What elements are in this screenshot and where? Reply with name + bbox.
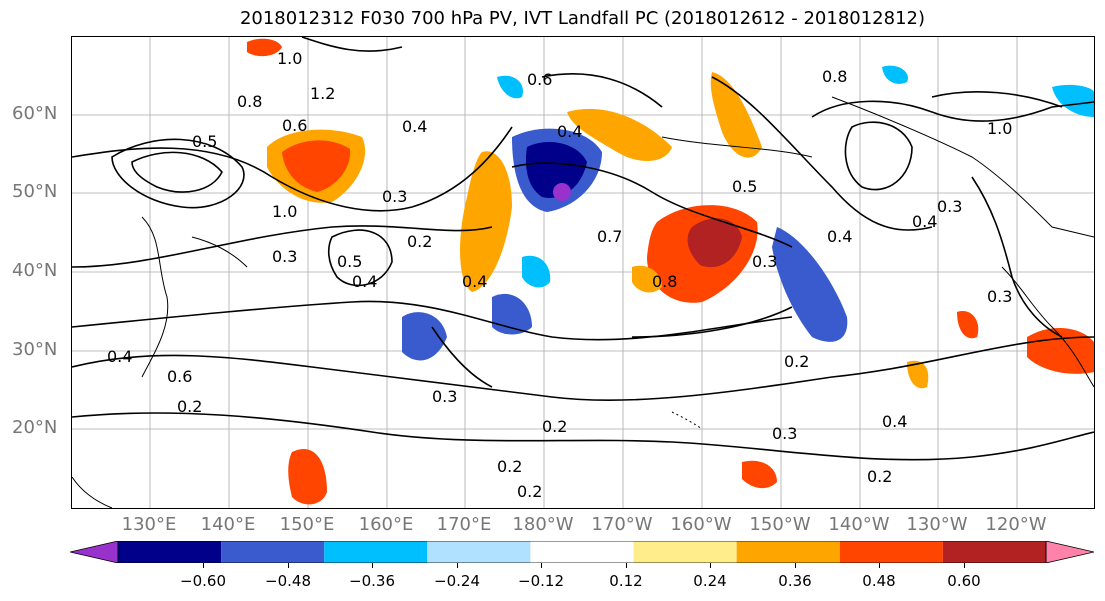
colorbar-tickmark [372,563,373,568]
contour-label: 0.3 [432,387,457,406]
colorbar-tick-label: 0.48 [862,572,896,590]
lon-label: 130°E [121,514,177,535]
colorbar-segment [530,541,634,563]
contour-label: 0.3 [752,252,777,271]
colorbar-tick-label: 0.24 [693,572,727,590]
colorbar-tick-label: 0.60 [947,572,981,590]
colorbar-tickmark [964,563,965,568]
lon-label: 130°W [906,514,968,535]
contour-label: 0.4 [402,117,427,136]
colorbar-tick-label: −0.60 [180,572,226,590]
contour-label: 1.2 [310,84,335,103]
colorbar-tick-label: −0.24 [434,572,480,590]
contour-label: 0.3 [382,187,407,206]
contour-label: 0.4 [882,412,907,431]
map-panel: 1.0 1.2 0.8 0.6 0.5 0.4 0.3 0.2 0.7 0.6 … [71,36,1095,509]
colorbar-tickmark [203,563,204,568]
contour-label: 0.8 [822,67,847,86]
lon-label: 170°E [436,514,492,535]
colorbar-tick-label: −0.48 [265,572,311,590]
colorbar-segment [633,541,737,563]
contour-labels: 1.0 1.2 0.8 0.6 0.5 0.4 0.3 0.2 0.7 0.6 … [107,49,1012,501]
contour-label: 0.2 [517,482,542,501]
contour-label: 0.2 [542,417,567,436]
colorbar-segments [70,541,1094,563]
contour-label: 0.2 [867,467,892,486]
graticule [72,37,1094,508]
colorbar-tickmark [288,563,289,568]
contour-label: 0.4 [462,272,487,291]
map-title: 2018012312 F030 700 hPa PV, IVT Landfall… [239,8,926,29]
coastlines [72,96,1094,508]
contour-label: 0.5 [337,252,362,271]
contour-label: 1.0 [277,49,302,68]
contour-label: 0.3 [772,424,797,443]
pv-contours [72,37,1094,461]
contour-label: 0.2 [497,457,522,476]
contour-label: 0.5 [192,132,217,151]
lon-label: 140°W [828,514,890,535]
colorbar-tickmark [457,563,458,568]
contour-label: 1.0 [272,202,297,221]
colorbar-tickmark [879,563,880,568]
colorbar-extend-max [1045,541,1094,563]
lon-label: 160°E [358,514,414,535]
contour-label: 0.2 [177,397,202,416]
colorbar-tickmark [710,563,711,568]
contour-label: 0.5 [732,177,757,196]
contour-label: 0.7 [597,227,622,246]
contour-label: 0.4 [352,272,377,291]
contour-label: 0.8 [652,272,677,291]
colorbar-tickmark [795,563,796,568]
colorbar-tickmark [541,563,542,568]
lat-label-60n: 60°N [12,103,58,124]
contour-label: 0.4 [912,212,937,231]
colorbar-segment [942,541,1046,563]
lat-label-40n: 40°N [12,260,58,281]
lat-label-30n: 30°N [12,339,58,360]
colorbar-tickmark [626,563,627,568]
contour-label: 0.6 [527,70,552,89]
contour-label: 1.0 [987,119,1012,138]
contour-label: 0.6 [282,116,307,135]
colorbar-segment [118,541,222,563]
contour-label: 0.2 [784,352,809,371]
lon-label: 150°W [749,514,811,535]
colorbar-segment [736,541,840,563]
colorbar-outline [117,541,1047,563]
colorbar [70,541,1094,563]
lat-label-20n: 20°N [12,417,58,438]
lon-label: 170°W [591,514,653,535]
contour-label: 0.3 [987,287,1012,306]
colorbar-tick-label: −0.12 [518,572,564,590]
colorbar-segment [839,541,943,563]
shaded-anomalies [247,38,1094,505]
lon-label: 120°W [985,514,1047,535]
lon-label: 180°W [512,514,574,535]
lon-label: 160°W [670,514,732,535]
lon-label: 150°E [279,514,335,535]
contour-label: 0.6 [167,367,192,386]
contour-label: 0.4 [827,227,852,246]
colorbar-extend-min [70,541,119,563]
colorbar-segment [427,541,531,563]
contour-label: 0.3 [937,197,962,216]
contour-label: 0.4 [557,122,582,141]
map-canvas: 1.0 1.2 0.8 0.6 0.5 0.4 0.3 0.2 0.7 0.6 … [72,37,1094,508]
colorbar-segment [324,541,428,563]
lat-label-50n: 50°N [12,181,58,202]
colorbar-segment [221,541,325,563]
lon-label: 140°E [200,514,256,535]
contour-label: 0.3 [272,247,297,266]
contour-label: 0.4 [107,347,132,366]
colorbar-tick-label: 0.12 [609,572,643,590]
colorbar-tick-label: 0.36 [778,572,812,590]
contour-label: 0.8 [237,92,262,111]
colorbar-tick-label: −0.36 [349,572,395,590]
contour-label: 0.2 [407,232,432,251]
